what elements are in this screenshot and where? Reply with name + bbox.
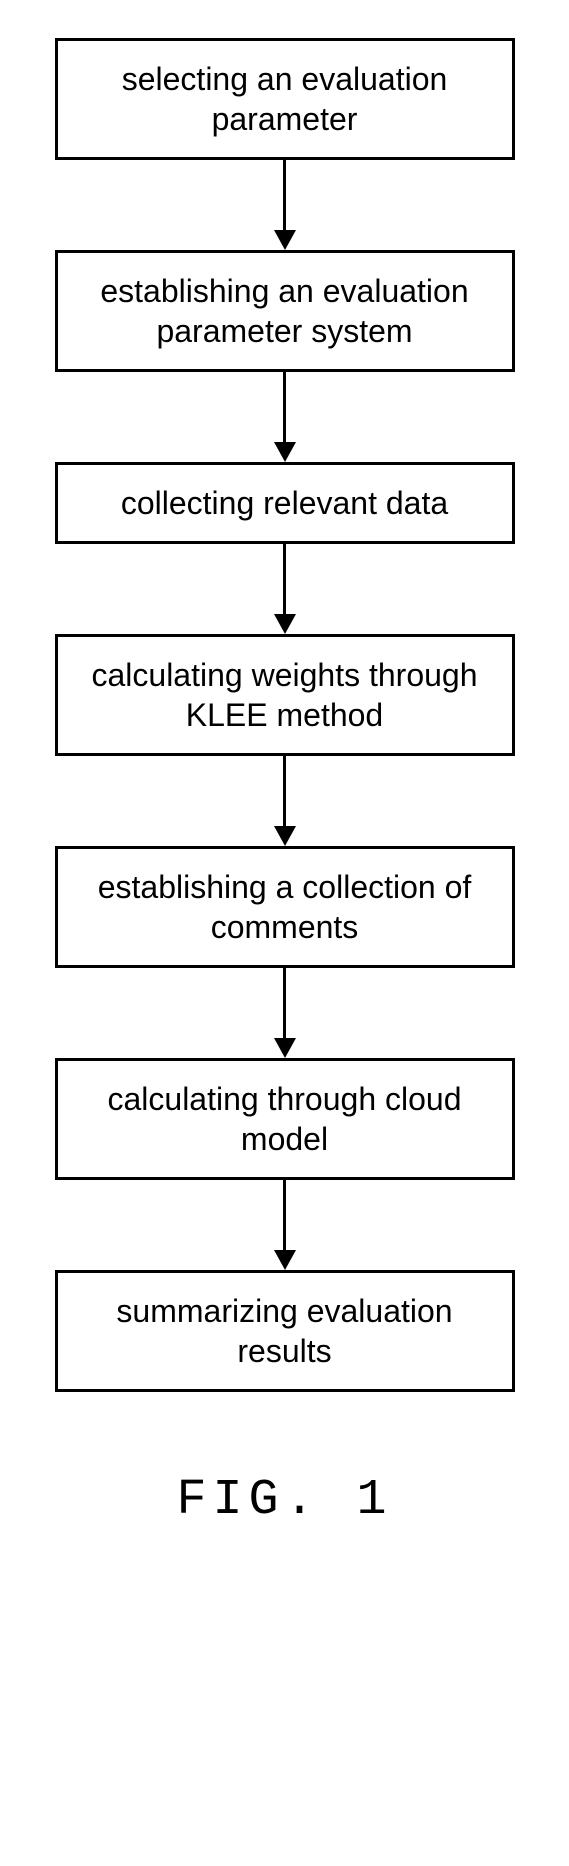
flow-node: selecting an evaluation parameter xyxy=(55,38,515,160)
flow-arrow xyxy=(274,1180,296,1270)
flow-node-label: summarizing evaluation results xyxy=(78,1291,492,1371)
flow-node-label: calculating weights through KLEE method xyxy=(78,655,492,735)
flow-node-label: establishing a collection of comments xyxy=(78,867,492,947)
flow-node-label: calculating through cloud model xyxy=(78,1079,492,1159)
flow-arrow xyxy=(274,372,296,462)
flow-node: collecting relevant data xyxy=(55,462,515,544)
flow-node: summarizing evaluation results xyxy=(55,1270,515,1392)
flowchart-container: selecting an evaluation parameter establ… xyxy=(55,38,515,1392)
flow-node-label: selecting an evaluation parameter xyxy=(78,59,492,139)
flow-node: calculating weights through KLEE method xyxy=(55,634,515,756)
flow-node: establishing a collection of comments xyxy=(55,846,515,968)
flow-arrow xyxy=(274,968,296,1058)
flow-node-label: collecting relevant data xyxy=(121,483,448,523)
flow-node-label: establishing an evaluation parameter sys… xyxy=(78,271,492,351)
flow-arrow xyxy=(274,544,296,634)
flow-node: calculating through cloud model xyxy=(55,1058,515,1180)
flow-arrow xyxy=(274,160,296,250)
flow-arrow xyxy=(274,756,296,846)
flow-node: establishing an evaluation parameter sys… xyxy=(55,250,515,372)
figure-caption: FIG. 1 xyxy=(176,1472,392,1529)
